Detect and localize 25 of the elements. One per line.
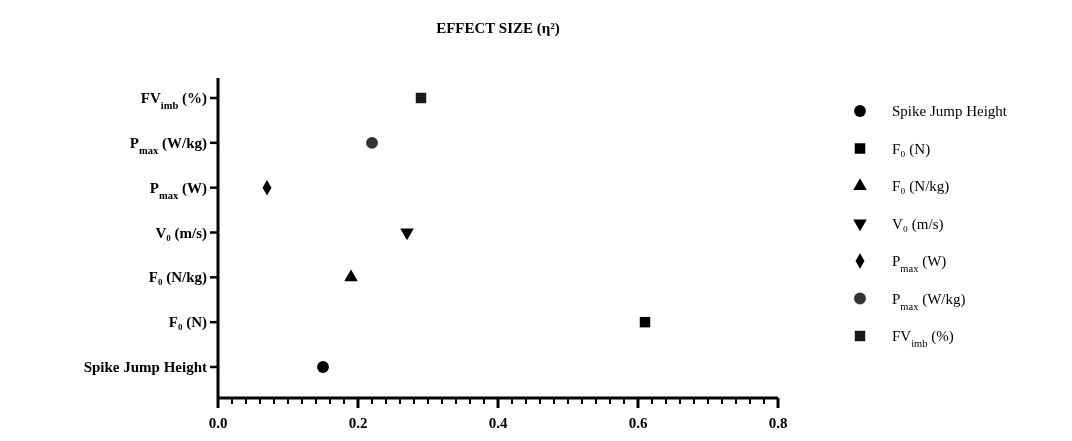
point [344,269,358,282]
y-tick-label: V₀ (m/s) [155,224,207,242]
point [639,316,651,328]
y-tick-label: P$_{max}$ (W/kg) [129,134,207,156]
point [366,136,378,149]
point [415,92,427,104]
x-tick-label: 0.0 [208,415,228,431]
x-tick-label: 0.8 [768,415,788,431]
legend-label: F₀ (N/kg) [892,178,950,195]
y-tick-label: P$_{max}$ (W) [149,179,207,201]
x-tick-label: 0.2 [348,415,368,431]
y-tick-label: F₀ (N) [168,314,207,332]
legend-label: Spike Jump Height [892,103,1008,119]
y-tick-label: F₀ (N/kg) [148,269,207,287]
legend-label: P$_{max}$ (W/kg) [892,290,966,311]
chart-title: EFFECT SIZE (η²) [436,20,560,37]
legend-label: FV$_{imb}$ (%) [892,328,954,349]
point [317,361,329,373]
legend-label: P$_{max}$ (W) [892,253,947,274]
x-tick-label: 0.6 [628,415,648,431]
legend-label: V₀ (m/s) [892,215,944,233]
y-tick-label: Spike Jump Height [83,359,207,375]
x-tick-label: 0.4 [488,415,508,431]
y-tick-label: FV$_{imb}$ (%) [140,90,207,111]
legend-label: F₀ (N) [892,140,931,158]
